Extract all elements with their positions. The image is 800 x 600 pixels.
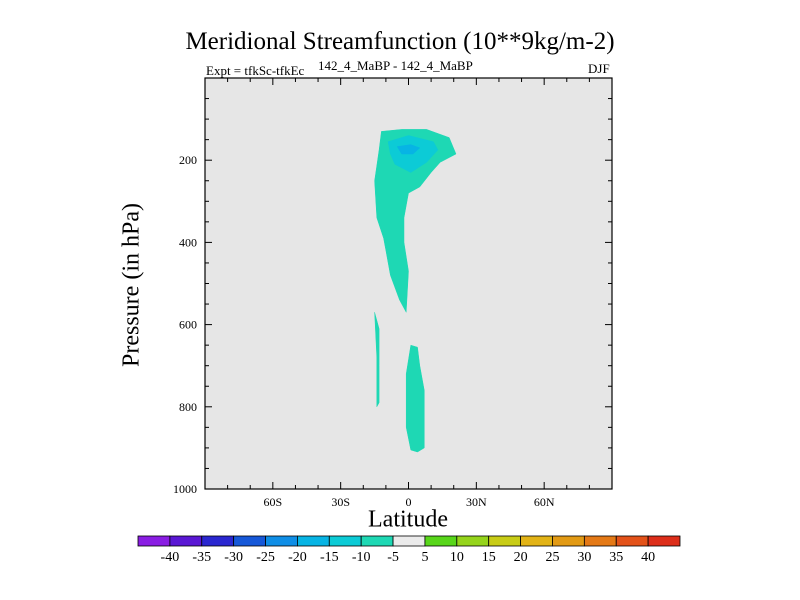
colorbar-label: 15 [482, 550, 496, 565]
colorbar-swatch [456, 535, 490, 547]
y-tick-label: 200 [179, 153, 197, 167]
y-tick-label: 1000 [173, 482, 197, 496]
colorbar-label: -20 [288, 550, 307, 565]
x-tick-label: 30S [331, 495, 350, 509]
colorbar-label: -30 [224, 550, 243, 565]
colorbar-label: 10 [450, 550, 464, 565]
y-tick-label: 400 [179, 235, 197, 249]
colorbar-swatch [647, 535, 681, 547]
contour-region-1 [374, 129, 457, 314]
colorbar-swatch [360, 535, 394, 547]
season-label: DJF [588, 61, 610, 76]
contour-region-4 [374, 312, 380, 408]
contour-region-5 [405, 344, 425, 453]
x-tick-label: 60S [263, 495, 282, 509]
x-axis-label: Latitude [368, 506, 448, 533]
experiment-label: Expt = tfkSc-tfkEc [206, 63, 305, 78]
colorbar-swatch [169, 535, 203, 547]
colorbar-label: -5 [387, 550, 399, 565]
colorbar-swatch [265, 535, 298, 547]
colorbar-label: -40 [161, 550, 180, 565]
colorbar-swatch [297, 535, 330, 547]
colorbar-label: -10 [352, 550, 371, 565]
contour-regions [374, 129, 457, 453]
colorbar-label: -35 [192, 550, 211, 565]
colorbar-label: 30 [577, 550, 591, 565]
x-tick-label: 30N [466, 495, 487, 509]
colorbar-swatch [488, 535, 521, 547]
colorbar-swatch [201, 535, 235, 547]
colorbar-swatch [233, 535, 266, 547]
colorbar-label: 35 [609, 550, 623, 565]
colorbar-label: -25 [256, 550, 275, 565]
colorbar-swatch [552, 535, 585, 547]
colorbar-swatch [520, 535, 553, 547]
axis-ticks: 200 400 600 800 1000 60S 30S 0 30N 60N [173, 77, 613, 509]
y-tick-label: 800 [179, 400, 197, 414]
center-subtitle: 142_4_MaBP - 142_4_MaBP [318, 58, 473, 73]
colorbar-swatch [583, 535, 617, 547]
colorbar-swatch [424, 535, 458, 547]
x-tick-label: 0 [406, 495, 412, 509]
y-tick-label: 600 [179, 318, 197, 332]
chart-title: Meridional Streamfunction (10**9kg/m-2) [185, 28, 615, 55]
colorbar-swatch [137, 535, 171, 547]
colorbar: -40 -35 -30 -25 -20 -15 -10 -5 5 10 15 20 25 30 35 40 [137, 535, 681, 565]
contour-region-3 [396, 144, 421, 155]
colorbar-label: 40 [641, 550, 655, 565]
colorbar-label: 25 [545, 550, 559, 565]
colorbar-label: -15 [320, 550, 339, 565]
colorbar-swatch [392, 535, 426, 547]
colorbar-label: 20 [514, 550, 528, 565]
x-tick-label: 60N [534, 495, 555, 509]
colorbar-label: 5 [421, 550, 428, 565]
colorbar-swatch [328, 535, 362, 547]
colorbar-swatch [615, 535, 649, 547]
